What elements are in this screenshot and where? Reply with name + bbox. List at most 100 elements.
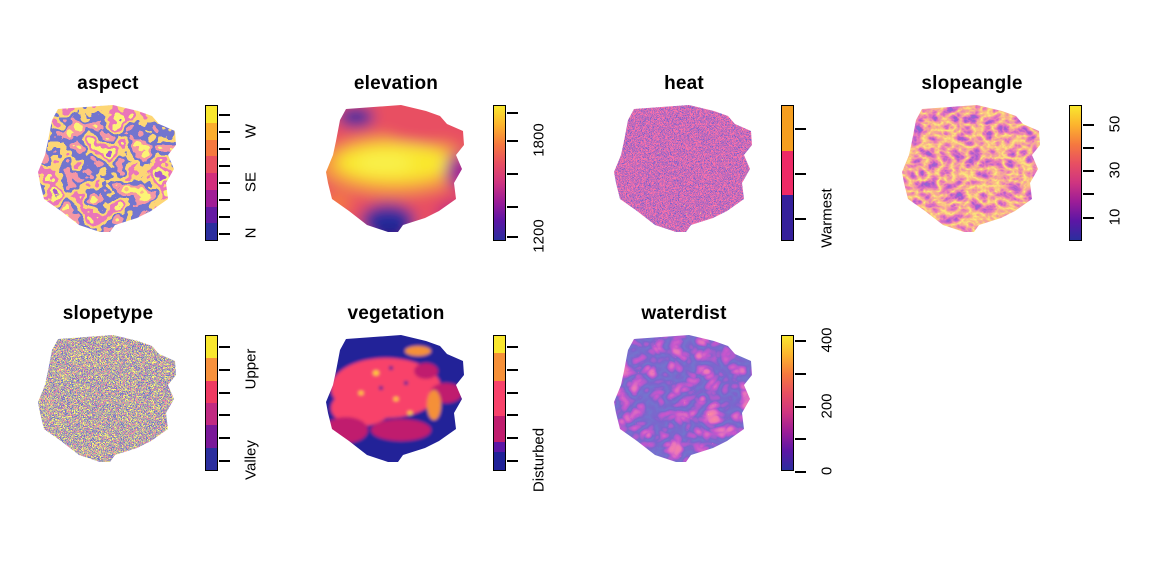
raster-map — [16, 333, 192, 475]
legend-tick — [219, 459, 230, 462]
legend-label: Disturbed — [530, 427, 548, 492]
legend-tick — [219, 181, 230, 184]
legend-label: 0 — [818, 466, 836, 476]
legend-tick — [1083, 170, 1094, 173]
legend-label: 1800 — [530, 123, 548, 158]
legend-label: Warmest — [818, 188, 836, 249]
panel-body: 1800 1200 — [288, 103, 576, 253]
legend-label: 200 — [818, 393, 836, 419]
legend-colorbar — [781, 105, 794, 241]
legend-color-block — [206, 106, 217, 123]
raster-map — [16, 103, 192, 245]
legend-color-block — [494, 441, 505, 452]
map-image — [38, 335, 176, 462]
legend-tick — [507, 414, 518, 417]
map-image — [614, 335, 752, 462]
panel-aspect: aspect W SE N — [0, 55, 288, 295]
panel-title: aspect — [77, 73, 139, 94]
legend-tick — [507, 369, 518, 371]
legend-colorbar — [1069, 105, 1082, 241]
legend-colorbar — [493, 105, 506, 241]
legend-color-block — [206, 206, 217, 224]
legend-colorbar — [781, 335, 794, 471]
legend-tick — [219, 130, 230, 133]
legend-tick — [219, 414, 230, 417]
legend-color-block — [206, 156, 217, 173]
legend-tick — [219, 198, 230, 201]
legend-colorbar — [493, 335, 506, 471]
legend-tick — [219, 346, 230, 349]
legend-tick — [507, 391, 518, 394]
legend-color-block — [782, 195, 793, 241]
panel-vegetation: vegetation Disturbed — [288, 285, 576, 525]
legend-tick — [507, 346, 518, 349]
color-legend: 1800 1200 — [493, 105, 579, 252]
legend-tick — [795, 471, 806, 473]
legend-color-block — [494, 352, 505, 382]
legend-color-block — [206, 139, 217, 157]
panel-slopetype: slopetype Upper Valley — [0, 285, 288, 525]
legend-color-block — [206, 189, 217, 207]
legend-color-block — [206, 402, 217, 426]
legend-tick — [219, 369, 230, 371]
legend-colorbar — [205, 105, 218, 241]
legend-label: 30 — [1106, 161, 1124, 179]
legend-label: 400 — [818, 327, 836, 353]
panel-body: 50 30 10 — [864, 103, 1152, 253]
map-image — [326, 105, 464, 232]
color-legend: W SE N — [205, 105, 291, 241]
legend-color-block — [782, 150, 793, 196]
legend-label: 50 — [1106, 115, 1124, 133]
legend-tick — [507, 173, 518, 175]
legend-tick — [219, 437, 230, 439]
panel-title: heat — [664, 73, 704, 94]
legend-color-block — [206, 447, 217, 470]
panel-title: slopeangle — [921, 73, 1023, 94]
legend-tick — [1083, 216, 1094, 219]
panel-waterdist: waterdist 400 200 0 — [576, 285, 864, 525]
panel-elevation: elevation 1800 1200 — [288, 55, 576, 295]
raster-map — [304, 333, 480, 475]
legend-color-block — [494, 381, 505, 416]
legend-tick — [1083, 124, 1094, 127]
legend-tick — [507, 140, 518, 143]
legend-color-block — [494, 415, 505, 442]
panel-slopeangle: slopeangle 50 30 10 — [864, 55, 1152, 295]
panel-body: 400 200 0 — [576, 328, 867, 483]
panel-body: Disturbed — [288, 333, 576, 492]
legend-tick — [219, 215, 230, 218]
legend-color-block — [494, 336, 505, 353]
legend-color-block — [206, 336, 217, 359]
raster-map — [304, 103, 480, 245]
legend-tick — [507, 235, 518, 238]
legend-tick — [795, 438, 806, 441]
legend-color-block — [494, 451, 505, 470]
panel-body: Warmest — [576, 103, 864, 253]
legend-tick — [795, 373, 806, 376]
legend-tick — [219, 147, 230, 150]
legend-label: 1200 — [530, 218, 548, 253]
legend-tick — [795, 218, 806, 221]
legend-tick — [795, 173, 806, 175]
raster-map — [880, 103, 1056, 245]
legend-color-block — [206, 380, 217, 403]
legend-color-block — [206, 223, 217, 240]
legend-tick — [795, 127, 806, 130]
color-legend: 50 30 10 — [1069, 105, 1152, 241]
raster-map — [592, 333, 768, 475]
color-legend: 400 200 0 — [781, 328, 867, 475]
legend-color-block — [782, 106, 793, 151]
legend-tick — [795, 405, 806, 408]
legend-tick — [507, 205, 518, 208]
legend-tick — [219, 113, 230, 116]
legend-label: Upper — [242, 348, 260, 390]
legend-tick — [1083, 193, 1094, 196]
legend-color-block — [206, 173, 217, 190]
panel-title: waterdist — [641, 303, 727, 324]
panel-heat: heat Warmest — [576, 55, 864, 295]
legend-tick — [219, 232, 230, 235]
legend-label: Valley — [242, 439, 260, 480]
legend-tick — [1083, 147, 1094, 150]
legend-color-block — [206, 425, 217, 448]
